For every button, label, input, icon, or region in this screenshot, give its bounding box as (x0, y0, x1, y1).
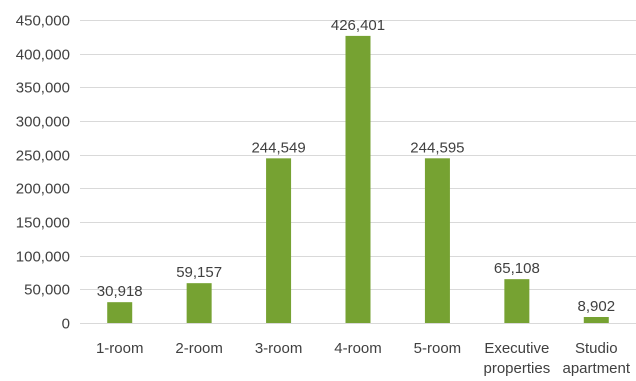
x-tick-label-line: 2-room (175, 340, 223, 357)
bar-value-label: 59,157 (176, 264, 222, 281)
bar-value-label: 426,401 (331, 17, 385, 34)
y-tick-label: 400,000 (16, 47, 70, 64)
x-axis: 1-room 2-room 3-room 4-room 5-room Executive p… (96, 340, 631, 377)
x-tick-label: Executive properties (484, 340, 551, 377)
y-tick-label: 0 (62, 316, 70, 333)
x-tick-label: 4-room (334, 340, 382, 357)
bars (107, 35, 609, 324)
bar-value-label: 65,108 (494, 260, 540, 277)
bar (266, 158, 292, 323)
x-tick-label: 1-room (96, 340, 144, 357)
bar-value-label: 8,902 (578, 298, 616, 315)
y-tick-label: 100,000 (16, 249, 70, 266)
y-tick-label: 450,000 (16, 13, 70, 30)
y-axis: 0 50,000 100,000 150,000 200,000 250,000 300,0… (16, 13, 70, 333)
x-tick-label: 3-room (255, 340, 303, 357)
bar-value-label: 244,549 (251, 139, 305, 156)
bar (424, 158, 450, 323)
y-tick-label: 50,000 (24, 282, 70, 299)
bar-value-label: 244,595 (410, 139, 464, 156)
bar (583, 317, 609, 323)
data-labels: 30,918 59,157 244,549 426,401 244,595 65,108 8… (97, 17, 615, 315)
x-tick-label-line: Studio (575, 340, 618, 357)
bar-value-label: 30,918 (97, 283, 143, 300)
x-tick-label-line: properties (484, 360, 551, 377)
x-tick-label: 2-room (175, 340, 223, 357)
bar (186, 283, 212, 323)
y-tick-label: 250,000 (16, 148, 70, 165)
x-tick-label-line: Executive (484, 340, 549, 357)
x-tick-label-line: 5-room (414, 340, 462, 357)
y-tick-label: 350,000 (16, 80, 70, 97)
y-tick-label: 300,000 (16, 114, 70, 131)
y-tick-label: 150,000 (16, 215, 70, 232)
x-tick-label-line: apartment (563, 360, 631, 377)
bar (345, 35, 371, 324)
x-tick-label-line: 4-room (334, 340, 382, 357)
x-tick-label: 5-room (414, 340, 462, 357)
x-tick-label-line: 3-room (255, 340, 303, 357)
bar (107, 302, 133, 323)
x-tick-label: Studio apartment (563, 340, 631, 377)
bar (504, 279, 530, 323)
y-tick-label: 200,000 (16, 181, 70, 198)
x-tick-label-line: 1-room (96, 340, 144, 357)
